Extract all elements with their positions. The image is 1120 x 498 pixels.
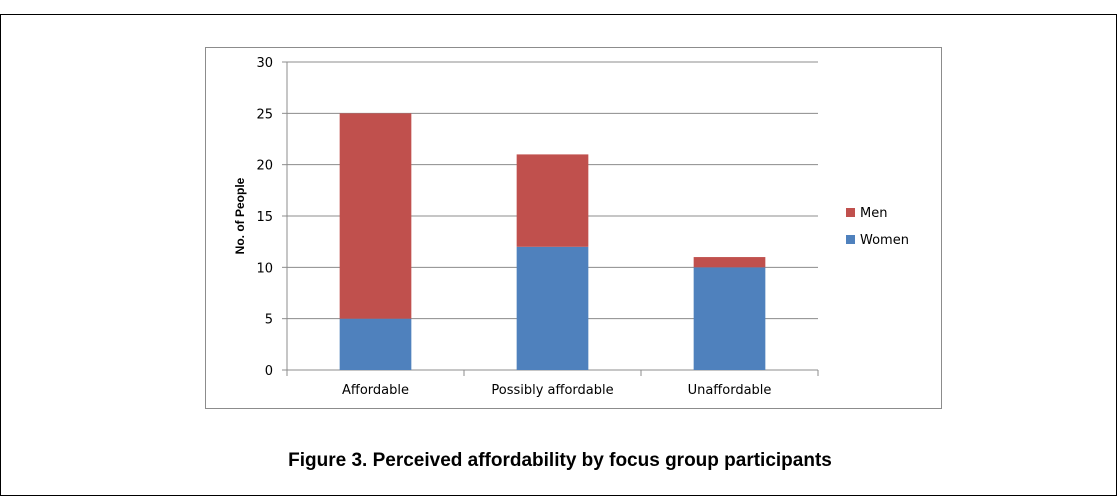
y-tick-label: 20 bbox=[256, 159, 273, 174]
bar-men bbox=[339, 113, 412, 319]
legend-swatch-women bbox=[846, 235, 855, 244]
y-tick-label: 0 bbox=[265, 364, 273, 379]
bar-men bbox=[516, 154, 589, 247]
x-tick-label: Possibly affordable bbox=[491, 383, 613, 398]
x-tick-label: Affordable bbox=[342, 383, 409, 398]
y-tick-label: 5 bbox=[265, 313, 273, 328]
x-tick-label: Unaffordable bbox=[688, 383, 772, 398]
y-tick-label: 25 bbox=[256, 107, 273, 122]
legend-label-men: Men bbox=[860, 206, 887, 221]
y-tick-label: 30 bbox=[256, 56, 273, 71]
figure-caption: Figure 3. Perceived affordability by foc… bbox=[288, 450, 832, 471]
bar-women bbox=[516, 246, 589, 370]
bar-women bbox=[339, 318, 412, 370]
y-axis-label: No. of People bbox=[233, 177, 247, 254]
bar-men bbox=[693, 257, 766, 268]
legend-swatch-men bbox=[846, 208, 855, 217]
y-tick-label: 15 bbox=[256, 210, 273, 225]
y-tick-label: 10 bbox=[256, 261, 273, 276]
legend-label-women: Women bbox=[860, 233, 909, 248]
bar-women bbox=[693, 267, 766, 370]
